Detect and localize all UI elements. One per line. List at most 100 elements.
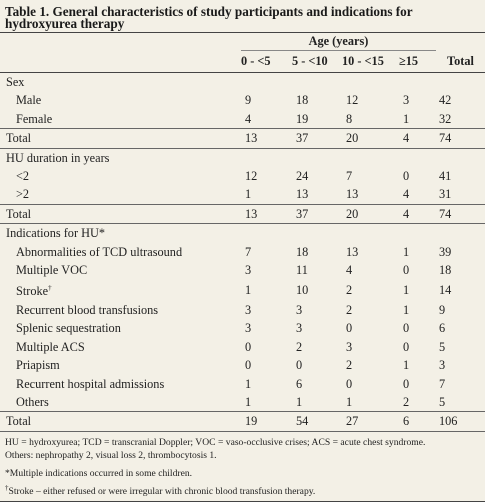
table-row: Abnormalities of TCD ultrasound 7 18 13 1 39 <box>0 243 485 261</box>
table-cell: 3 <box>346 339 353 354</box>
table-cell: 1 <box>403 358 410 373</box>
table-cell: 13 <box>241 128 292 149</box>
table-cell: 13 <box>346 244 359 259</box>
table-cell <box>292 224 342 243</box>
table-row: Recurrent blood transfusions 3 3 2 1 9 <box>0 301 485 319</box>
table-cell: 1 <box>241 393 292 413</box>
table-cell: 3 <box>439 358 446 373</box>
row-label: Recurrent blood transfusions <box>0 301 241 319</box>
column-header-row: 0 - <5 5 - <10 10 - <15 ≥15 Total <box>0 50 485 73</box>
table-cell: 3 <box>296 321 303 336</box>
table-cell: 12 <box>245 169 258 184</box>
top-rule <box>0 32 485 33</box>
table-cell: 11 <box>296 263 308 278</box>
table-cell: 9 <box>439 302 446 317</box>
table-row: HU duration in years <box>0 148 485 167</box>
row-label: <2 <box>0 167 241 185</box>
table-cell: 13 <box>292 185 342 205</box>
table-cell: 24 <box>296 169 309 184</box>
table-row: <2 12 24 7 0 41 <box>0 167 485 185</box>
table-cell <box>399 148 436 167</box>
table-cell: 1 <box>403 244 410 259</box>
row-label-text: Stroke <box>16 284 49 299</box>
row-label: Abnormalities of TCD ultrasound <box>0 243 241 261</box>
table-cell: 10 <box>296 283 309 298</box>
row-label: Sex <box>0 73 241 92</box>
table-cell: 5 <box>436 393 485 413</box>
table-cell: 6 <box>439 321 446 336</box>
characteristics-table: Age (years) 0 - <5 5 - <10 10 - <15 ≥15 Tota… <box>0 33 485 432</box>
table-cell: 7 <box>439 376 446 391</box>
table-cell: 106 <box>436 411 485 432</box>
table-cell: 19 <box>292 109 342 130</box>
row-label-text: Recurrent blood transfusions <box>16 302 159 317</box>
table-cell: 1 <box>399 109 436 130</box>
table-cell: 2 <box>346 302 353 317</box>
table-cell: 32 <box>436 109 485 130</box>
table-row: Multiple ACS 0 2 3 0 5 <box>0 338 485 356</box>
table-row: Total 13 37 20 4 74 <box>0 128 485 149</box>
table-row: Priapism 0 0 2 1 3 <box>0 356 485 374</box>
table-cell: 0 <box>245 358 252 373</box>
table-cell: 7 <box>245 244 252 259</box>
row-label: Others <box>0 393 241 413</box>
table-title-line1: Table 1. General characteristics of stud… <box>5 4 413 19</box>
row-label-text: Total <box>6 206 32 221</box>
table-cell: 3 <box>296 302 303 317</box>
footnote-abbreviations: HU = hydroxyurea; TCD = transcranial Dop… <box>5 436 426 448</box>
table-cell: 20 <box>342 128 399 149</box>
table-body: Sex Male 9 18 12 3 42 Female 4 19 8 1 32 Total 13 37 20 4… <box>0 73 485 432</box>
table-cell: 18 <box>439 263 452 278</box>
table-cell: 12 <box>346 93 359 108</box>
table-row: Total 13 37 20 4 74 <box>0 204 485 225</box>
table-cell: 4 <box>399 128 436 149</box>
table-cell: 4 <box>399 204 436 225</box>
row-label-text: Abnormalities of TCD ultrasound <box>16 244 183 259</box>
table-cell: 0 <box>403 263 410 278</box>
row-label-text: Sex <box>6 75 25 89</box>
table-title: Table 1. General characteristics of stud… <box>0 2 485 30</box>
table-cell: 7 <box>346 169 353 184</box>
row-label: Multiple VOC <box>0 261 241 279</box>
column-header: 5 - <10 <box>292 50 342 73</box>
table-cell: 1 <box>292 393 342 413</box>
table-row: >2 1 13 13 4 31 <box>0 185 485 205</box>
table-footnotes: HU = hydroxyurea; TCD = transcranial Dop… <box>0 432 485 498</box>
table-title-line2: hydroxyurea therapy <box>5 16 125 31</box>
table-cell: 2 <box>296 339 303 354</box>
table-cell: 20 <box>342 204 399 225</box>
table-cell: 2 <box>399 393 436 413</box>
row-label: Recurrent hospital admissions <box>0 375 241 393</box>
table-cell: 13 <box>241 204 292 225</box>
table-row: Others 1 1 1 2 5 <box>0 393 485 413</box>
table-cell <box>399 224 436 243</box>
table-cell: 3 <box>245 302 252 317</box>
table-cell: 0 <box>296 358 303 373</box>
column-header: ≥15 <box>399 50 436 73</box>
table-cell: 0 <box>403 169 410 184</box>
row-label: Stroke† <box>0 279 241 301</box>
age-group-label: Age (years) <box>241 33 436 51</box>
table-cell <box>342 73 399 92</box>
row-label-text: Total <box>6 131 32 146</box>
table-cell: 31 <box>436 185 485 205</box>
table-cell: 2 <box>346 283 353 298</box>
row-label-text: HU duration in years <box>6 150 110 165</box>
table-cell: 74 <box>436 128 485 149</box>
row-label-text: >2 <box>16 187 30 202</box>
table-cell: 3 <box>245 263 252 278</box>
table-cell: 41 <box>439 169 452 184</box>
table-cell <box>241 148 292 167</box>
table-cell: 54 <box>292 411 342 432</box>
table-cell <box>342 148 399 167</box>
age-group-header-row: Age (years) <box>0 33 485 51</box>
table-cell <box>436 148 485 167</box>
table-cell: 1 <box>241 185 292 205</box>
column-header: Total <box>436 50 485 73</box>
row-label-text: Male <box>16 93 42 108</box>
table-cell: 2 <box>346 358 353 373</box>
table-row: Total 19 54 27 6 106 <box>0 411 485 432</box>
table-row: Splenic sequestration 3 3 0 0 6 <box>0 319 485 337</box>
footnote-stroke-text: Stroke – either refused or were irregula… <box>8 486 316 497</box>
